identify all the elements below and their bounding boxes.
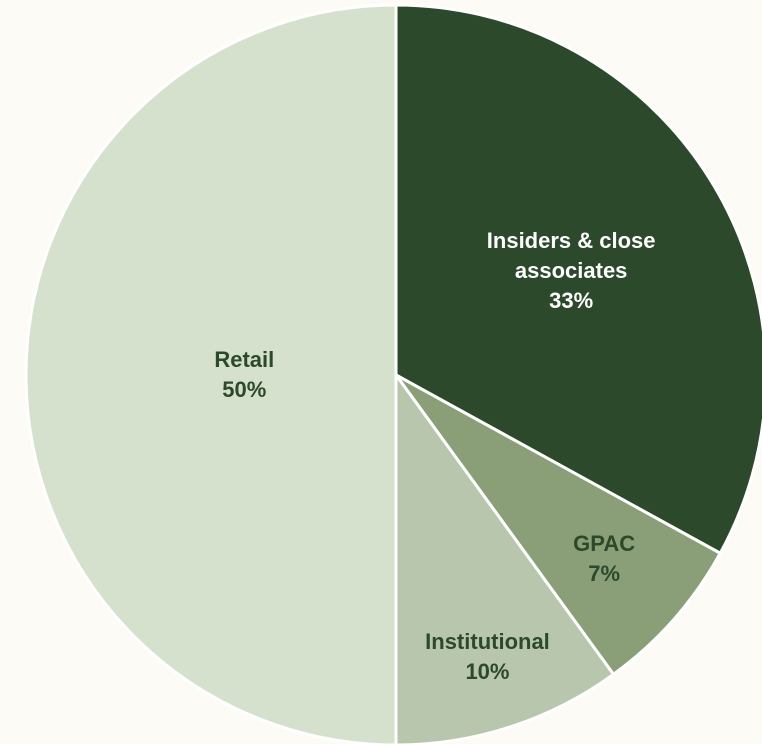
slice-value: 10% <box>465 658 510 684</box>
slice-label: Insiders & close associates 33% <box>456 226 686 316</box>
slice-name: GPAC <box>573 530 636 556</box>
slice-label: Retail 50% <box>184 345 304 405</box>
slice-value: 50% <box>222 377 267 402</box>
slice-label: GPAC 7% <box>544 529 664 589</box>
slice-name: Institutional <box>425 628 550 654</box>
slice-value: 7% <box>588 560 621 586</box>
slice-label: Institutional 10% <box>402 627 572 687</box>
pie-slice <box>394 370 616 744</box>
pie-slice <box>24 3 398 744</box>
slice-value: 33% <box>549 288 594 314</box>
slice-name: Retail <box>214 347 275 372</box>
pie-slice <box>394 3 762 556</box>
pie-slice <box>394 373 723 677</box>
slice-name: Insiders & close associates <box>486 228 656 284</box>
